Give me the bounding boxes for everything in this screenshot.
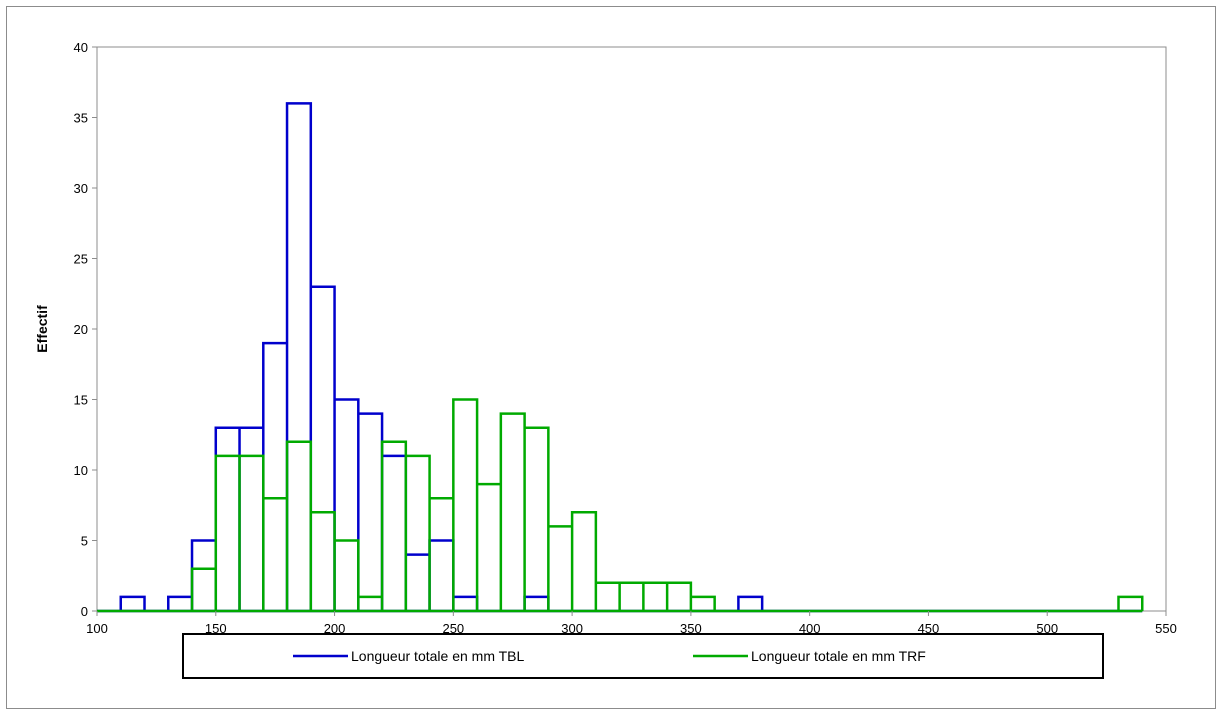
y-axis-title: Effectif [34, 305, 50, 353]
y-tick-label: 35 [74, 111, 88, 126]
y-tick-label: 40 [74, 40, 88, 55]
y-tick-label: 15 [74, 393, 88, 408]
x-tick-label: 350 [680, 621, 702, 636]
y-tick-label: 10 [74, 463, 88, 478]
x-tick-label: 450 [918, 621, 940, 636]
legend-label-2: Longueur totale en mm TRF [751, 648, 926, 664]
y-tick-label: 0 [81, 604, 88, 619]
y-tick-label: 20 [74, 322, 88, 337]
x-tick-label: 550 [1155, 621, 1177, 636]
series-2-outline [97, 398, 1144, 613]
legend: Longueur totale en mm TBL Longueur totale… [182, 633, 1104, 679]
x-tick-label: 200 [324, 621, 346, 636]
histogram-chart: 100 150 200 250 300 350 400 450 500 550 0 5 10 15 20 25… [34, 40, 1177, 679]
y-tick-label: 5 [81, 534, 88, 549]
x-tick-label: 150 [205, 621, 227, 636]
x-tick-label: 300 [561, 621, 583, 636]
plot-border [96, 46, 1167, 612]
y-tick-label: 30 [74, 181, 88, 196]
legend-label-1: Longueur totale en mm TBL [351, 648, 525, 664]
x-tick-label: 250 [442, 621, 464, 636]
x-tick-label: 500 [1036, 621, 1058, 636]
x-tick-label: 100 [86, 621, 108, 636]
x-tick-label: 400 [799, 621, 821, 636]
y-tick-label: 25 [74, 252, 88, 267]
chart-area: 100 150 200 250 300 350 400 450 500 550 0 5 10 15 20 25… [6, 6, 1216, 709]
